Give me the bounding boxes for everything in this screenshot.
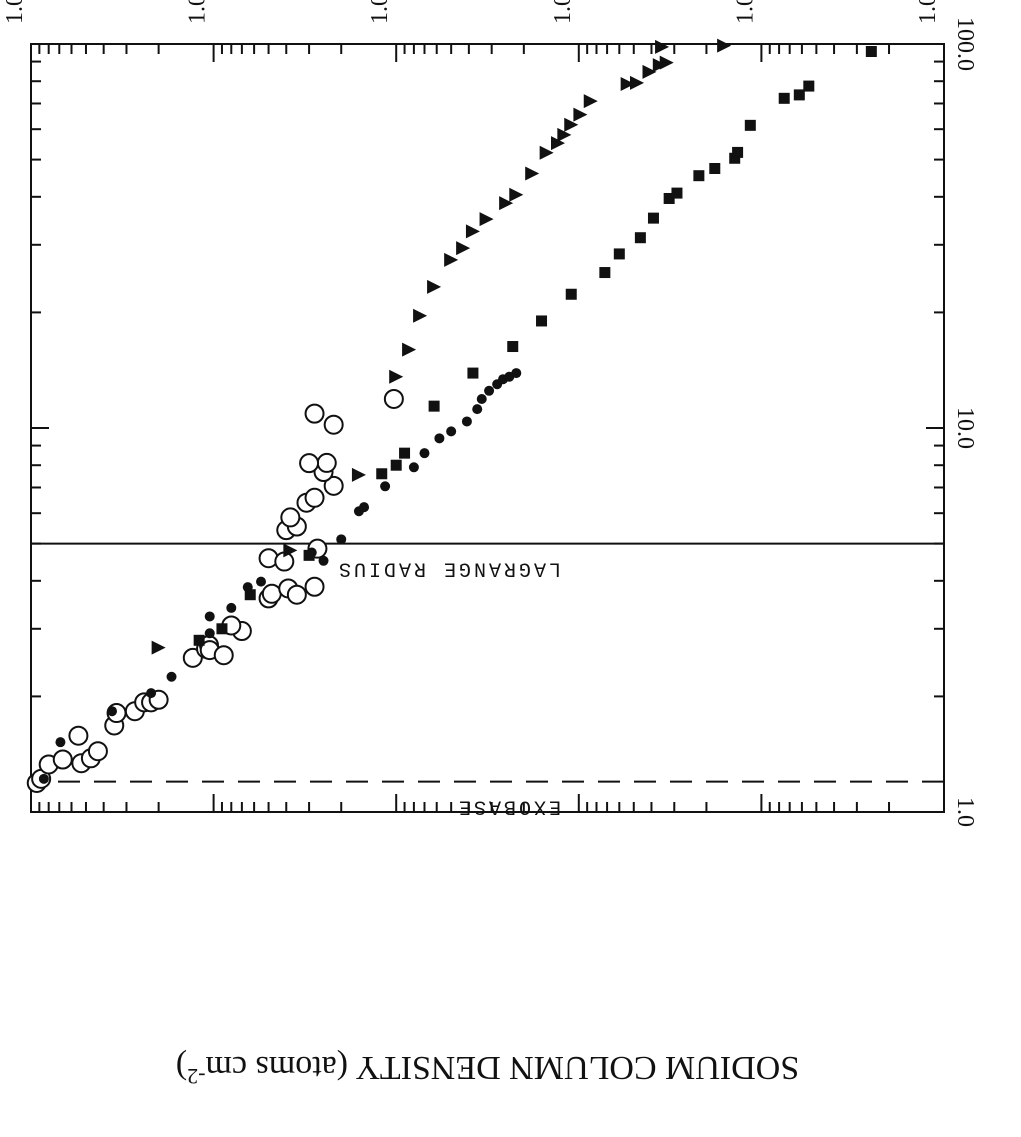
open-circle-point bbox=[215, 646, 233, 664]
filled-triangle-point bbox=[152, 641, 166, 655]
filled-square-point bbox=[399, 448, 410, 459]
filled-triangle-point bbox=[402, 343, 416, 357]
filled-square-point bbox=[194, 635, 205, 646]
open-circle-point bbox=[54, 750, 72, 768]
density-tick-label: 1.0 x 1011 bbox=[181, 0, 211, 24]
filled-triangle-point bbox=[352, 468, 366, 482]
distance-tick-label: 1.0 bbox=[952, 797, 978, 827]
filled-circle-point bbox=[434, 433, 444, 443]
open-circle-point bbox=[281, 508, 299, 526]
open-circle-point bbox=[325, 416, 343, 434]
filled-circle-point bbox=[146, 688, 156, 698]
open-circle-point bbox=[306, 578, 324, 596]
reference-lines: EXOBASE LAGRANGE RADIUS bbox=[31, 544, 944, 818]
filled-square-point bbox=[745, 120, 756, 131]
filled-square-point bbox=[709, 163, 720, 174]
filled-circle-point bbox=[359, 502, 369, 512]
filled-triangle-point bbox=[413, 309, 427, 323]
distance-tick-label: 100.0 bbox=[952, 17, 978, 71]
density-tick-label: 1.0 x 1010 bbox=[363, 0, 393, 24]
open-circle-point bbox=[306, 489, 324, 507]
exobase-label: EXOBASE bbox=[456, 795, 561, 818]
filled-triangle-point bbox=[630, 76, 644, 90]
filled-square-point bbox=[429, 401, 440, 412]
filled-square-point bbox=[391, 460, 402, 471]
filled-square-point bbox=[216, 623, 227, 634]
open-circle-point bbox=[306, 405, 324, 423]
filled-square-point bbox=[536, 315, 547, 326]
filled-triangle-point bbox=[389, 370, 403, 384]
filled-square-point bbox=[671, 188, 682, 199]
filled-circle-point bbox=[107, 706, 117, 716]
filled-circle-point bbox=[472, 404, 482, 414]
filled-square-point bbox=[245, 589, 256, 600]
filled-circle-point bbox=[446, 426, 456, 436]
density-tick-label: 1.0 x 109 bbox=[546, 0, 576, 24]
filled-circle-point bbox=[55, 737, 65, 747]
filled-circle-point bbox=[511, 368, 521, 378]
filled-square-point bbox=[507, 341, 518, 352]
filled-square-point bbox=[304, 550, 315, 561]
distance-tick-label: 10.0 bbox=[952, 407, 978, 449]
filled-square-point bbox=[648, 213, 659, 224]
open-circle-point bbox=[69, 727, 87, 745]
filled-triangle-point bbox=[480, 212, 494, 226]
open-circle-point bbox=[263, 585, 281, 603]
y-axis-title: SODIUM COLUMN DENSITY (atoms cm-2) bbox=[176, 1049, 799, 1089]
filled-square-point bbox=[732, 147, 743, 158]
filled-circle-point bbox=[484, 386, 494, 396]
density-tick-label: 1.0 x 108 bbox=[728, 0, 758, 24]
filled-square-point bbox=[803, 81, 814, 92]
filled-circle-point bbox=[205, 611, 215, 621]
filled-triangle-point bbox=[525, 167, 539, 181]
filled-square-point bbox=[635, 232, 646, 243]
filled-circle-point bbox=[167, 672, 177, 682]
filled-circle-point bbox=[419, 448, 429, 458]
filled-circle-point bbox=[226, 603, 236, 613]
lagrange-radius-label: LAGRANGE RADIUS bbox=[336, 557, 561, 580]
filled-circle-point bbox=[205, 628, 215, 638]
filled-square-point bbox=[467, 368, 478, 379]
filled-triangle-point bbox=[717, 39, 731, 53]
filled-triangle-point bbox=[660, 56, 674, 70]
filled-triangle-point bbox=[444, 253, 458, 267]
filled-circle-point bbox=[39, 774, 49, 784]
filled-square-point bbox=[693, 170, 704, 181]
filled-square-point bbox=[614, 248, 625, 259]
open-circle-point bbox=[288, 586, 306, 604]
filled-square-point bbox=[599, 267, 610, 278]
filled-circle-point bbox=[336, 534, 346, 544]
filled-circle-point bbox=[319, 556, 329, 566]
open-circle-point bbox=[318, 454, 336, 472]
filled-circle-point bbox=[256, 577, 266, 587]
filled-triangle-point bbox=[584, 94, 598, 108]
open-circle-point bbox=[385, 390, 403, 408]
rotated-figure: EXOBASE LAGRANGE RADIUS 1.0 10.0 100.0 1.0 x… bbox=[0, 0, 978, 1089]
filled-circle-point bbox=[380, 481, 390, 491]
open-circle-point bbox=[89, 742, 107, 760]
open-circle-point bbox=[300, 454, 318, 472]
filled-triangle-point bbox=[456, 241, 470, 255]
density-tick-label: 1.0 x 1012 bbox=[0, 0, 28, 24]
filled-circle-point bbox=[477, 394, 487, 404]
filled-square-point bbox=[779, 93, 790, 104]
filled-triangle-point bbox=[655, 40, 669, 54]
filled-circle-point bbox=[462, 416, 472, 426]
filled-triangle-point bbox=[427, 280, 441, 294]
filled-triangle-point bbox=[509, 188, 523, 202]
filled-triangle-point bbox=[466, 224, 480, 238]
filled-triangle-point bbox=[573, 108, 587, 122]
filled-square-point bbox=[376, 468, 387, 479]
filled-circle-point bbox=[409, 462, 419, 472]
filled-square-point bbox=[866, 46, 877, 57]
filled-square-point bbox=[566, 289, 577, 300]
data-points bbox=[28, 39, 877, 792]
filled-square-point bbox=[794, 89, 805, 100]
density-tick-label: 1.0 x 107 bbox=[911, 0, 941, 24]
